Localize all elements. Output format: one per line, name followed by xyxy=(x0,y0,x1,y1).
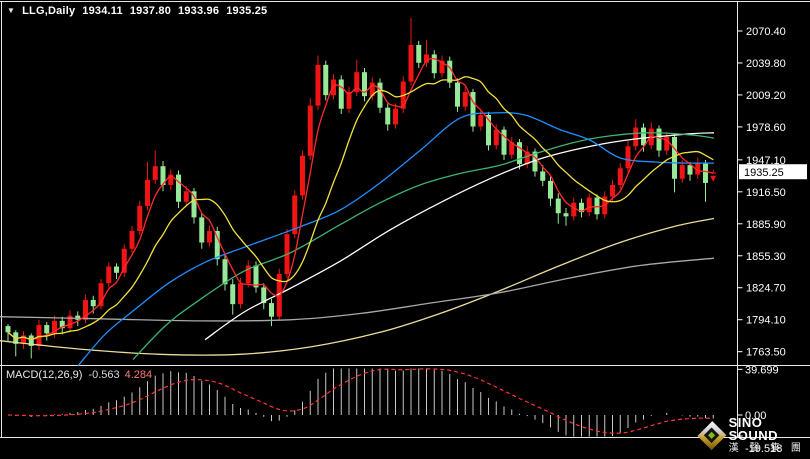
chart-header: ▼ LLG,Daily 1934.11 1937.80 1933.96 1935.25 xyxy=(7,5,267,17)
svg-text:2070.40: 2070.40 xyxy=(746,26,786,38)
ma-khaki-slowest xyxy=(0,217,715,356)
svg-text:1947.10: 1947.10 xyxy=(746,155,786,167)
candles-group xyxy=(5,17,716,359)
ohlc-low: 1933.96 xyxy=(178,5,220,17)
ma-blue-medium xyxy=(77,111,715,367)
svg-text:39.699: 39.699 xyxy=(745,364,779,376)
watermark-brand: SINO SOUND xyxy=(728,415,779,443)
ma-green-medium xyxy=(132,132,715,360)
symbol-period-label: LLG,Daily xyxy=(22,5,76,17)
svg-text:1916.50: 1916.50 xyxy=(746,187,786,199)
current-price-tag: 1935.25 xyxy=(739,164,807,180)
svg-text:1885.90: 1885.90 xyxy=(746,219,786,231)
watermark-brand-cn: 漢 聲 集 團 xyxy=(728,443,805,454)
macd-name: MACD(12,26,9) xyxy=(6,369,83,381)
macd-main-value: -0.563 xyxy=(88,369,120,381)
svg-text:-19.518: -19.518 xyxy=(745,443,782,455)
price-axis[interactable]: 2070.40 2039.80 2009.20 1978.60 1947.10 1916.… xyxy=(737,26,786,359)
panel-borders xyxy=(0,1,810,438)
macd-indicator-label: MACD(12,26,9) -0.563 4.284 xyxy=(6,369,152,381)
ma-fast-red xyxy=(7,57,714,341)
ohlc-open: 1934.11 xyxy=(82,5,123,17)
svg-text:2039.80: 2039.80 xyxy=(746,58,786,70)
macd-axis-labels[interactable]: 39.699 0.00 -19.518 xyxy=(737,364,783,455)
svg-text:1763.50: 1763.50 xyxy=(746,347,786,359)
ma-gray-slow xyxy=(0,257,715,322)
macd-histogram xyxy=(15,368,714,437)
ma-white-long xyxy=(204,132,715,341)
svg-text:1794.10: 1794.10 xyxy=(746,315,786,327)
ma-mid-yellow xyxy=(7,76,714,341)
svg-text:0.00: 0.00 xyxy=(745,410,766,422)
macd-signal-value: 4.284 xyxy=(124,369,153,381)
svg-text:1824.70: 1824.70 xyxy=(746,283,786,295)
ohlc-close: 1935.25 xyxy=(226,5,268,17)
svg-text:1935.25: 1935.25 xyxy=(744,167,784,179)
sino-sound-logo-icon xyxy=(697,420,727,450)
symbol-dropdown-arrow-icon[interactable]: ▼ xyxy=(7,6,16,15)
svg-text:2009.20: 2009.20 xyxy=(746,90,786,102)
svg-text:1855.30: 1855.30 xyxy=(746,251,786,263)
svg-text:1978.60: 1978.60 xyxy=(746,122,786,134)
sell-arrow-marker xyxy=(710,175,717,182)
broker-watermark: SINO SOUND 漢 聲 集 團 xyxy=(697,415,810,454)
ohlc-high: 1937.80 xyxy=(129,5,172,17)
macd-signal-line xyxy=(7,368,714,434)
